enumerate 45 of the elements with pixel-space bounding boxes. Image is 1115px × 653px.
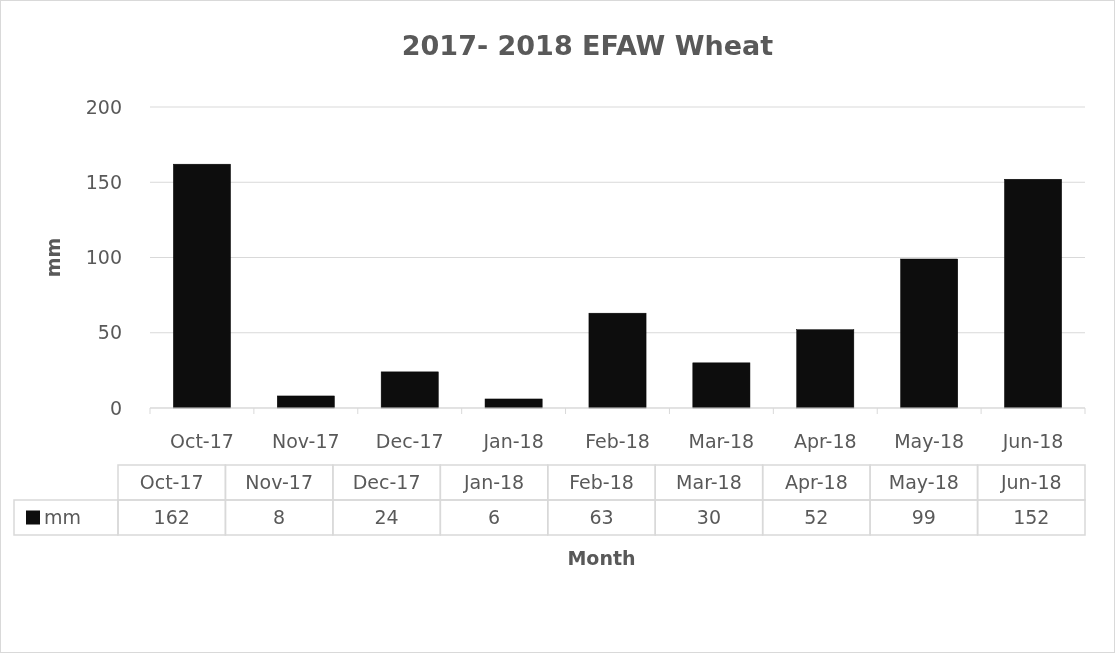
y-axis-title: mm xyxy=(42,237,64,278)
bar xyxy=(588,312,647,409)
bar xyxy=(900,258,958,409)
data-label: 6 xyxy=(488,506,501,529)
x-tick-label: Oct-17 xyxy=(170,430,234,452)
x-tick-label: Jan-18 xyxy=(482,430,544,452)
data-label: 52 xyxy=(804,506,829,529)
bar xyxy=(380,371,439,409)
category-label: Feb-18 xyxy=(569,471,634,494)
y-tick-label: 100 xyxy=(85,246,122,269)
data-label: 99 xyxy=(911,506,936,529)
y-tick-label: 150 xyxy=(85,170,122,193)
x-tick-label: Feb-18 xyxy=(585,430,650,452)
data-label: 63 xyxy=(589,506,614,529)
x-tick-label: May-18 xyxy=(894,430,965,452)
data-label: 30 xyxy=(696,506,722,529)
x-tick-label: Nov-17 xyxy=(272,430,340,452)
x-axis-title: Month xyxy=(567,547,636,569)
bar xyxy=(484,398,543,409)
y-tick-label: 50 xyxy=(97,321,122,344)
y-tick-label: 0 xyxy=(109,396,122,419)
bar xyxy=(796,329,855,409)
chart-title: 2017- 2018 EFAW Wheat xyxy=(401,30,774,61)
data-label: 162 xyxy=(153,506,190,529)
bar xyxy=(277,395,335,409)
category-label: Jan-18 xyxy=(463,471,525,494)
bar xyxy=(173,163,231,409)
x-tick-label: Apr-18 xyxy=(793,430,857,452)
bar xyxy=(1004,178,1062,409)
legend-label: mm xyxy=(44,506,82,529)
category-label: Dec-17 xyxy=(352,471,421,494)
category-label: Nov-17 xyxy=(245,471,313,494)
y-tick-label: 200 xyxy=(85,95,122,118)
x-tick-label: Dec-17 xyxy=(375,430,444,452)
category-label: Jun-18 xyxy=(1000,471,1062,494)
category-label: May-18 xyxy=(888,471,959,494)
data-label: 24 xyxy=(374,506,399,529)
bar xyxy=(692,362,751,409)
data-label: 152 xyxy=(1013,506,1050,529)
category-label: Oct-17 xyxy=(139,471,204,494)
data-label: 8 xyxy=(273,506,286,529)
category-label: Mar-18 xyxy=(676,471,742,494)
x-tick-label: Jun-18 xyxy=(1001,430,1064,452)
category-label: Apr-18 xyxy=(785,471,848,494)
x-tick-label: Mar-18 xyxy=(688,430,755,452)
